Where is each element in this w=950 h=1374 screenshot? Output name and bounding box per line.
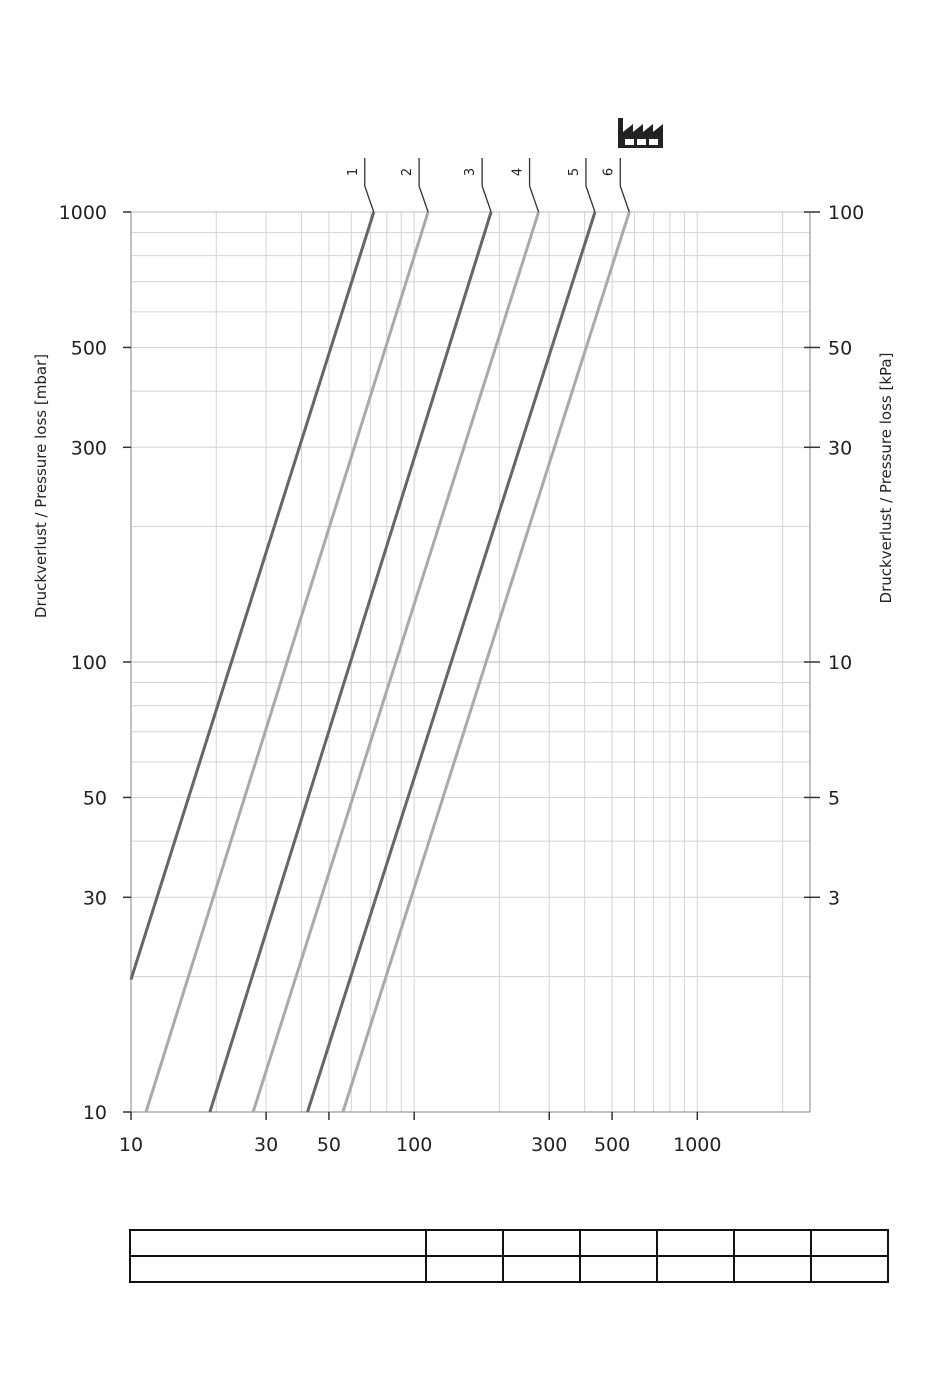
y-tick-label-left: 300 bbox=[71, 437, 107, 459]
table-cell bbox=[502, 1229, 581, 1257]
y-axis-left-title: Druckverlust / Pressure loss [mbar] bbox=[32, 354, 50, 618]
legend-table bbox=[129, 1229, 889, 1283]
curve-leader-6 bbox=[619, 158, 630, 213]
grid bbox=[130, 211, 811, 1113]
table-cell bbox=[656, 1255, 735, 1283]
y-tick-label-right: 10 bbox=[828, 652, 852, 674]
table-cell bbox=[733, 1255, 812, 1283]
series-line-3 bbox=[208, 211, 493, 1113]
curve-label-6: 6 bbox=[601, 168, 616, 176]
y-tick-label-left: 10 bbox=[83, 1102, 107, 1124]
table-cell bbox=[129, 1255, 427, 1283]
curve-leader-2 bbox=[418, 158, 429, 213]
x-tick-label: 300 bbox=[531, 1134, 567, 1156]
y-axis-right-title: Druckverlust / Pressure loss [kPa] bbox=[877, 353, 895, 604]
table-cell bbox=[502, 1255, 581, 1283]
series-line-2 bbox=[144, 211, 430, 1113]
table-cell bbox=[656, 1229, 735, 1257]
y-tick-label-right: 3 bbox=[828, 887, 840, 909]
curve-leader-3 bbox=[481, 158, 492, 213]
table-cell bbox=[129, 1229, 427, 1257]
curve-leader-5 bbox=[585, 158, 596, 213]
table-cell bbox=[810, 1229, 889, 1257]
table-cell bbox=[579, 1229, 658, 1257]
x-tick-label: 50 bbox=[317, 1134, 341, 1156]
y-tick-label-right: 50 bbox=[828, 337, 852, 359]
y-tick-label-left: 50 bbox=[83, 787, 107, 809]
curve-label-4: 4 bbox=[511, 168, 526, 176]
y-tick-label-right: 30 bbox=[828, 437, 852, 459]
y-tick-label-right: 5 bbox=[828, 787, 840, 809]
x-tick-label: 10 bbox=[119, 1134, 143, 1156]
curve-label-3: 3 bbox=[463, 168, 478, 176]
y-tick-label-left: 500 bbox=[71, 337, 107, 359]
table-cell bbox=[579, 1255, 658, 1283]
y-tick-label-left: 30 bbox=[83, 887, 107, 909]
table-row bbox=[129, 1229, 889, 1257]
series-lines bbox=[129, 211, 631, 1113]
series-line-5 bbox=[306, 211, 597, 1113]
series-line-1 bbox=[129, 211, 376, 980]
series-line-6 bbox=[341, 211, 631, 1113]
table-cell bbox=[425, 1255, 504, 1283]
x-tick-label: 30 bbox=[254, 1134, 278, 1156]
table-row bbox=[129, 1255, 889, 1283]
curve-labels: 1 2 3 4 5 6 bbox=[346, 158, 630, 213]
table-cell bbox=[733, 1229, 812, 1257]
x-tick-label: 1000 bbox=[673, 1134, 721, 1156]
y-tick-label-left: 100 bbox=[71, 652, 107, 674]
y-tick-label-left: 1000 bbox=[59, 202, 107, 224]
y-tick-label-right: 100 bbox=[828, 202, 864, 224]
x-tick-label: 500 bbox=[594, 1134, 630, 1156]
tick-labels: 1000 500 300 100 50 30 10 100 50 30 10 5 3 10 30 50 100 3… bbox=[59, 202, 865, 1156]
x-tick-label: 100 bbox=[396, 1134, 432, 1156]
curve-label-1: 1 bbox=[346, 168, 361, 176]
table-cell bbox=[425, 1229, 504, 1257]
series-line-4 bbox=[251, 211, 541, 1113]
curve-leader-1 bbox=[364, 158, 375, 213]
table-cell bbox=[810, 1255, 889, 1283]
curve-label-5: 5 bbox=[567, 168, 582, 176]
curve-label-2: 2 bbox=[400, 168, 415, 176]
factory-icon bbox=[618, 118, 663, 148]
curve-leader-4 bbox=[528, 158, 540, 213]
